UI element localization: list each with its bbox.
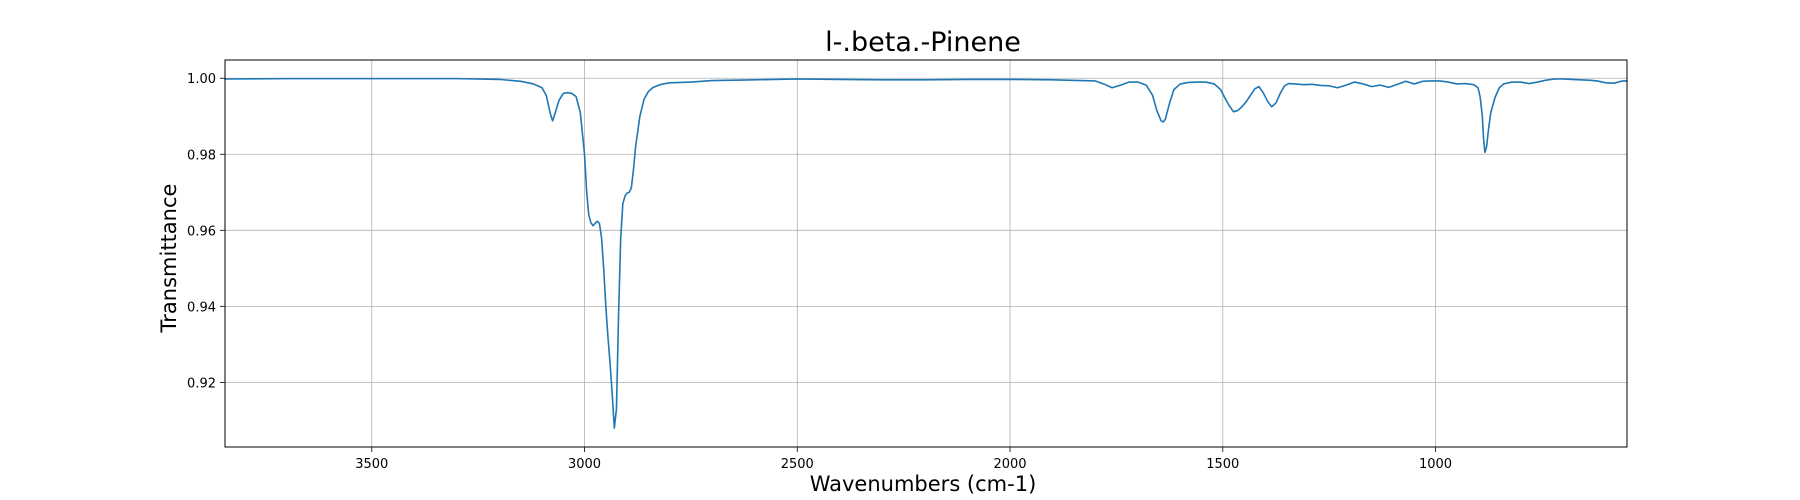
x-tick-label: 3500 bbox=[355, 457, 388, 472]
x-tick-label: 2000 bbox=[993, 457, 1026, 472]
y-tick-label: 0.98 bbox=[187, 148, 216, 163]
plot-frame bbox=[224, 59, 1628, 448]
x-axis-label: Wavenumbers (cm-1) bbox=[810, 472, 1037, 496]
series-line-0 bbox=[224, 77, 1628, 429]
plot-area bbox=[224, 77, 1628, 429]
y-tick-label: 1.00 bbox=[187, 72, 216, 87]
x-tick-label: 1500 bbox=[1206, 457, 1239, 472]
y-axis-label: Transmittance bbox=[157, 184, 181, 334]
y-tick-label: 0.92 bbox=[187, 376, 216, 391]
y-tick-label: 0.96 bbox=[187, 224, 216, 239]
chart-title: l-.beta.-Pinene bbox=[825, 27, 1021, 58]
x-tick-label: 2500 bbox=[781, 457, 814, 472]
tick-layer: 3500 3000 2500 2000 1500 1000 0.92 0.94 0.96 0.98… bbox=[187, 72, 1452, 472]
x-tick-label: 3000 bbox=[568, 457, 601, 472]
y-tick-label: 0.94 bbox=[187, 300, 216, 315]
x-tick-label: 1000 bbox=[1419, 457, 1452, 472]
grid-layer bbox=[225, 60, 1627, 447]
